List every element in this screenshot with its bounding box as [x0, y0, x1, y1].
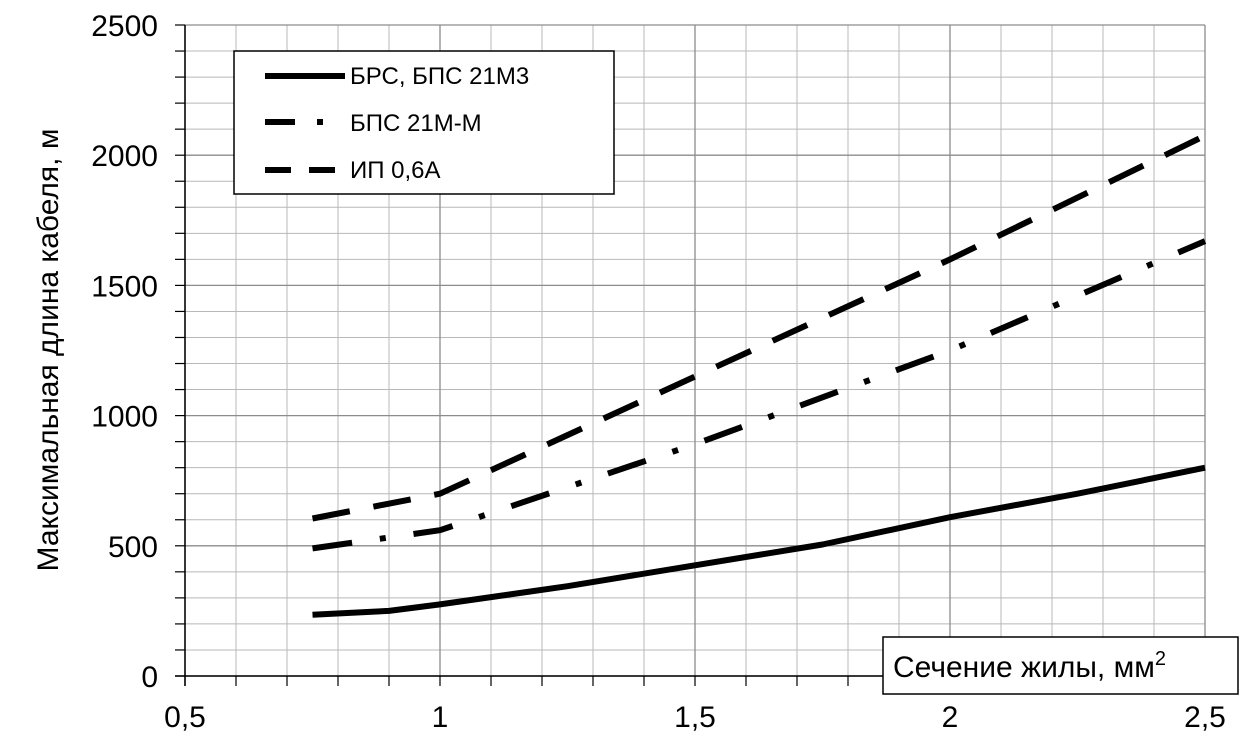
y-axis-title: Максимальная длина кабеля, м: [32, 129, 65, 572]
axes: [175, 24, 1206, 686]
x-axis-title-text: Сечение жилы, мм: [893, 651, 1155, 684]
series-line-2: [311, 133, 1207, 522]
x-axis-title-box: Сечение жилы, мм2: [882, 636, 1239, 695]
legend-label-series-2: ИП 0,6А: [350, 157, 441, 184]
legend-label-series-0: БРС, БПС 21М3: [350, 63, 529, 90]
x-axis-title: Сечение жилы, мм2: [893, 648, 1166, 684]
legend-label-series-1: БПС 21М-М: [350, 110, 482, 137]
x-tick-label: 2,5: [1184, 701, 1226, 734]
y-tick-label: 2500: [91, 10, 158, 43]
y-tick-label: 2000: [91, 140, 158, 173]
y-tick-label: 500: [108, 531, 158, 564]
x-tick-label: 0,5: [164, 701, 206, 734]
series-line-0: [312, 464, 1206, 618]
series-line-1: [312, 238, 1207, 552]
ticks: 0,5 1 1,5 2 2,5 0 500 1000 1500 2000 2500: [91, 10, 1226, 734]
y-tick-label: 1000: [91, 401, 158, 434]
x-tick-label: 1,5: [674, 701, 716, 734]
y-tick-label: 1500: [91, 270, 158, 303]
x-tick-label: 2: [942, 701, 959, 734]
x-tick-label: 1: [432, 701, 449, 734]
series-lines: [311, 133, 1207, 618]
y-tick-label: 0: [141, 661, 158, 694]
x-axis-title-superscript: 2: [1155, 648, 1166, 670]
legend: БРС, БПС 21М3 БПС 21М-М ИП 0,6А: [233, 50, 615, 195]
